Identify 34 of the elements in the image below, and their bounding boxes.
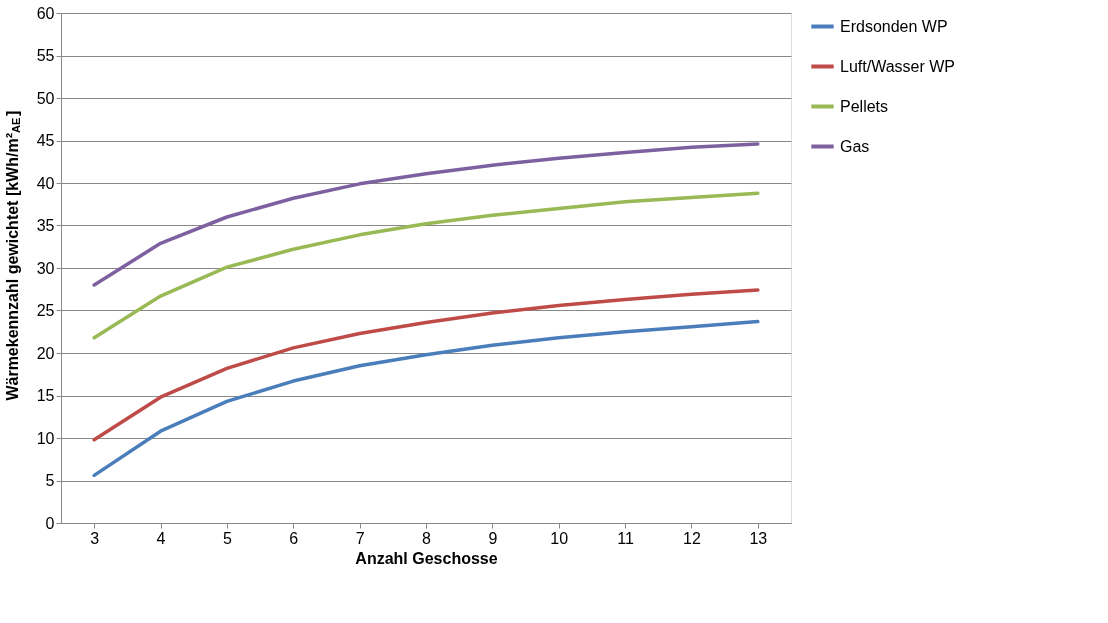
x-tick-label: 13 — [749, 529, 768, 547]
x-tick-label: 12 — [683, 529, 701, 547]
y-tick-label: 15 — [36, 387, 55, 404]
x-tick-label: 8 — [422, 529, 432, 547]
y-tick-label: 55 — [36, 47, 55, 64]
y-tick-label: 40 — [36, 174, 55, 192]
line-series — [92, 191, 760, 340]
y-tick-label: 0 — [45, 514, 55, 532]
legend-label: Pellets — [840, 97, 889, 115]
y-tick-label: 10 — [36, 429, 55, 447]
line-series — [92, 288, 760, 442]
line-series — [92, 142, 760, 287]
y-tick-label: 5 — [45, 472, 55, 489]
y-tick-label: 30 — [36, 259, 55, 277]
x-tick-label: 11 — [617, 529, 634, 547]
x-tick-label: 9 — [488, 529, 498, 547]
legend-label: Erdsonden WP — [840, 17, 948, 35]
x-axis-title: Anzahl Geschosse — [355, 549, 498, 567]
y-tick-label: 50 — [36, 89, 55, 107]
legend-label: Luft/Wasser WP — [840, 57, 955, 75]
x-tick-label: 7 — [355, 529, 365, 547]
y-axis-title: Wärmekennzahl gewichtet [kWh/m²AE] — [4, 110, 22, 401]
y-tick-label: 60 — [36, 4, 55, 22]
y-tick-label: 35 — [36, 217, 55, 234]
y-tick-label: 25 — [36, 302, 55, 319]
x-tick-label: 5 — [222, 529, 232, 547]
line-series — [92, 319, 760, 478]
y-tick-label: 20 — [36, 344, 55, 362]
x-tick-label: 3 — [90, 529, 100, 547]
y-tick-label: 45 — [36, 132, 55, 149]
x-tick-label: 10 — [550, 529, 569, 547]
x-tick-label: 6 — [289, 529, 299, 547]
legend-label: Gas — [840, 137, 870, 155]
x-tick-label: 4 — [156, 529, 166, 547]
